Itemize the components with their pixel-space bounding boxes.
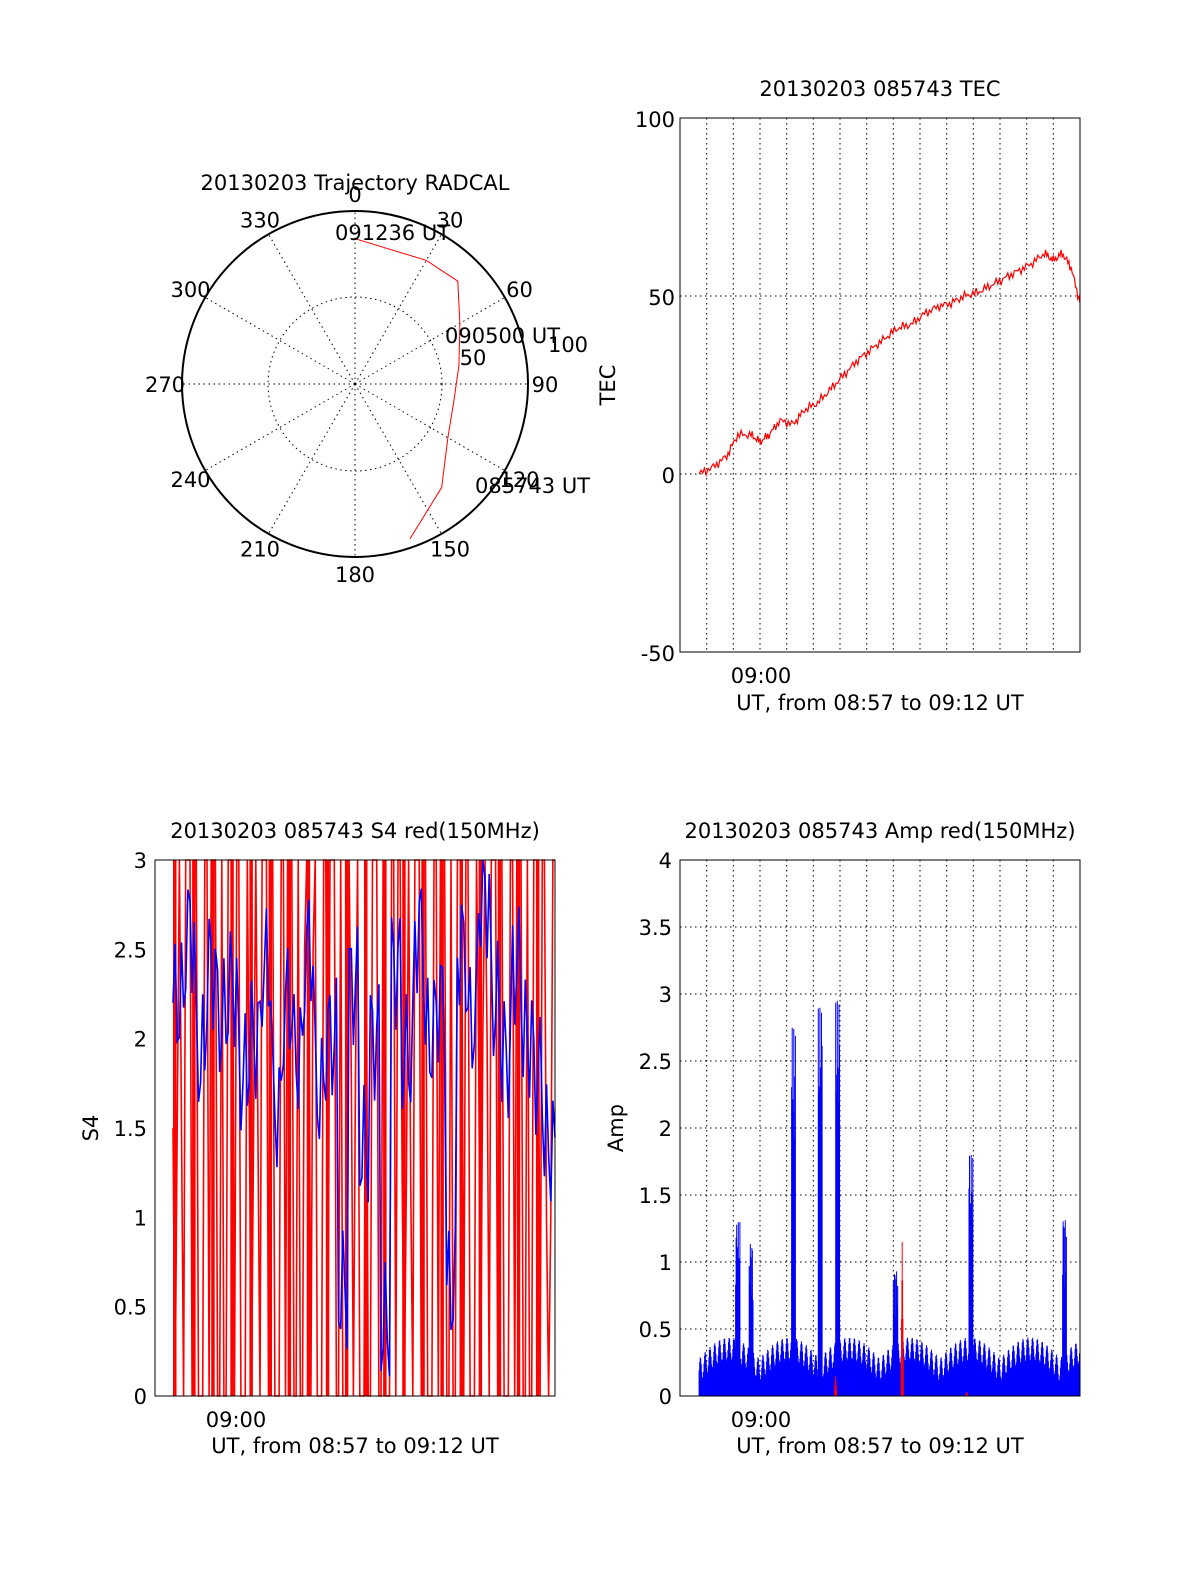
- amp-y-ticks: 4 3.5 3 2.5 2 1.5 1 0.5 0: [639, 849, 672, 1409]
- amp-chart: 20130203 085743 Amp red(150MHz) 4 3.5 3 2.5…: [604, 819, 1081, 1458]
- tec-series-line: [698, 249, 1081, 478]
- s4-y-axis-label: S4: [79, 1115, 103, 1142]
- tec-ytick-minus50: -50: [641, 642, 675, 666]
- amp-blue-series: [698, 1000, 1081, 1396]
- polar-spoke: [354, 297, 506, 385]
- s4-red-spike: [402, 860, 406, 1396]
- polar-radial-grid: [182, 211, 528, 557]
- amp-ytick: 3: [659, 983, 672, 1007]
- polar-spoke: [204, 383, 356, 471]
- tec-horizontal-grid: [680, 295, 1080, 475]
- s4-blue-series: [172, 859, 556, 1377]
- s4-chart: 20130203 085743 S4 red(150MHz) 3 2.5 2 1.5 1…: [79, 819, 556, 1458]
- polar-angle-labels: 0 30 60 90 120 150 180 210 240 270 300 330: [145, 183, 558, 587]
- s4-ytick: 2: [134, 1028, 147, 1052]
- amp-ytick: 0: [659, 1385, 672, 1409]
- s4-ytick: 0.5: [114, 1296, 147, 1320]
- polar-angle-label: 300: [170, 278, 210, 302]
- tec-y-axis-label: TEC: [596, 365, 620, 407]
- s4-series: [172, 859, 556, 1397]
- polar-angle-label: 0: [348, 183, 361, 207]
- s4-plot-frame: [154, 859, 556, 1397]
- polar-angle-label: 150: [430, 538, 470, 562]
- amp-ytick: 2: [659, 1117, 672, 1141]
- s4-red-spike: [344, 860, 349, 1396]
- amp-ytick: 2.5: [639, 1050, 672, 1074]
- amp-ytick: 1.5: [639, 1184, 672, 1208]
- tec-chart-title: 20130203 085743 TEC: [759, 77, 1000, 101]
- s4-red-spike: [173, 860, 177, 1396]
- s4-red-spike: [306, 860, 311, 1396]
- polar-spoke: [268, 383, 356, 535]
- polar-radius-label-100: 100: [548, 333, 588, 357]
- amp-chart-title: 20130203 085743 Amp red(150MHz): [684, 819, 1075, 843]
- polar-angle-label: 60: [506, 278, 533, 302]
- s4-ytick: 2.5: [114, 938, 147, 962]
- polar-angle-label: 330: [240, 209, 280, 233]
- s4-red-spike: [478, 860, 483, 1396]
- tec-x-axis-label: UT, from 08:57 to 09:12 UT: [736, 691, 1024, 715]
- tec-ytick-50: 50: [648, 286, 675, 310]
- amp-xtick-0900: 09:00: [731, 1408, 792, 1432]
- amp-ytick: 3.5: [639, 916, 672, 940]
- polar-outer-circle: [181, 210, 529, 558]
- trajectory-end-label: 091236 UT: [335, 221, 450, 245]
- s4-x-axis-label: UT, from 08:57 to 09:12 UT: [211, 1434, 499, 1458]
- polar-spoke: [268, 233, 356, 385]
- amp-ytick: 4: [659, 849, 672, 873]
- polar-angle-label: 120: [499, 468, 539, 492]
- amp-plot-frame: [679, 859, 1081, 1397]
- s4-ytick: 1: [134, 1206, 147, 1230]
- polar-trajectory-chart: 20130203 Trajectory RADCAL 0 30 60 90 120 150…: [145, 171, 590, 587]
- polar-chart-title: 20130203 Trajectory RADCAL: [201, 171, 510, 195]
- s4-ytick: 3: [134, 849, 147, 873]
- polar-spoke: [354, 233, 442, 385]
- polar-angle-label: 270: [145, 373, 185, 397]
- tec-chart: 20130203 085743 TEC 100 50 0 -50 TEC 09:…: [596, 77, 1081, 715]
- polar-spoke: [354, 383, 506, 471]
- polar-angle-label: 240: [170, 468, 210, 492]
- tec-ytick-0: 0: [662, 464, 675, 488]
- s4-red-spike: [535, 860, 540, 1396]
- polar-angle-label: 90: [532, 373, 559, 397]
- polar-radius-label-50: 50: [460, 346, 487, 370]
- amp-ytick: 0.5: [639, 1318, 672, 1342]
- s4-chart-title: 20130203 085743 S4 red(150MHz): [170, 819, 540, 843]
- polar-angle-label: 210: [240, 538, 280, 562]
- polar-angle-label: 180: [335, 563, 375, 587]
- trajectory-mid-label: 090500 UT: [445, 324, 560, 348]
- s4-red-spike: [249, 860, 253, 1396]
- polar-inner-circle: [267, 296, 443, 472]
- s4-red-spike: [211, 860, 215, 1396]
- amp-x-axis-label: UT, from 08:57 to 09:12 UT: [736, 1434, 1024, 1458]
- amp-y-axis-label: Amp: [604, 1104, 628, 1152]
- s4-red-spike: [516, 860, 521, 1396]
- s4-red-spike: [440, 860, 444, 1396]
- trajectory-start-label: 085743 UT: [475, 474, 590, 498]
- polar-spoke: [204, 297, 356, 385]
- s4-ytick: 0: [134, 1385, 147, 1409]
- tec-ytick-100: 100: [635, 108, 675, 132]
- s4-y-ticks: 3 2.5 2 1.5 1 0.5 0: [114, 849, 147, 1409]
- tec-vertical-grid: [706, 118, 1054, 652]
- amp-ytick: 1: [659, 1251, 672, 1275]
- polar-angle-label: 30: [437, 209, 464, 233]
- amp-horizontal-grid: [680, 926, 1080, 1330]
- s4-xtick-0900: 09:00: [206, 1408, 267, 1432]
- polar-trajectory-line: [354, 238, 461, 540]
- s4-red-spike: [230, 860, 234, 1396]
- tec-xtick-0900: 09:00: [731, 664, 792, 688]
- tec-plot-frame: [679, 117, 1081, 653]
- s4-red-spike: [459, 860, 463, 1396]
- polar-spoke: [354, 383, 442, 535]
- s4-ytick: 1.5: [114, 1117, 147, 1141]
- s4-red-spike: [287, 860, 292, 1396]
